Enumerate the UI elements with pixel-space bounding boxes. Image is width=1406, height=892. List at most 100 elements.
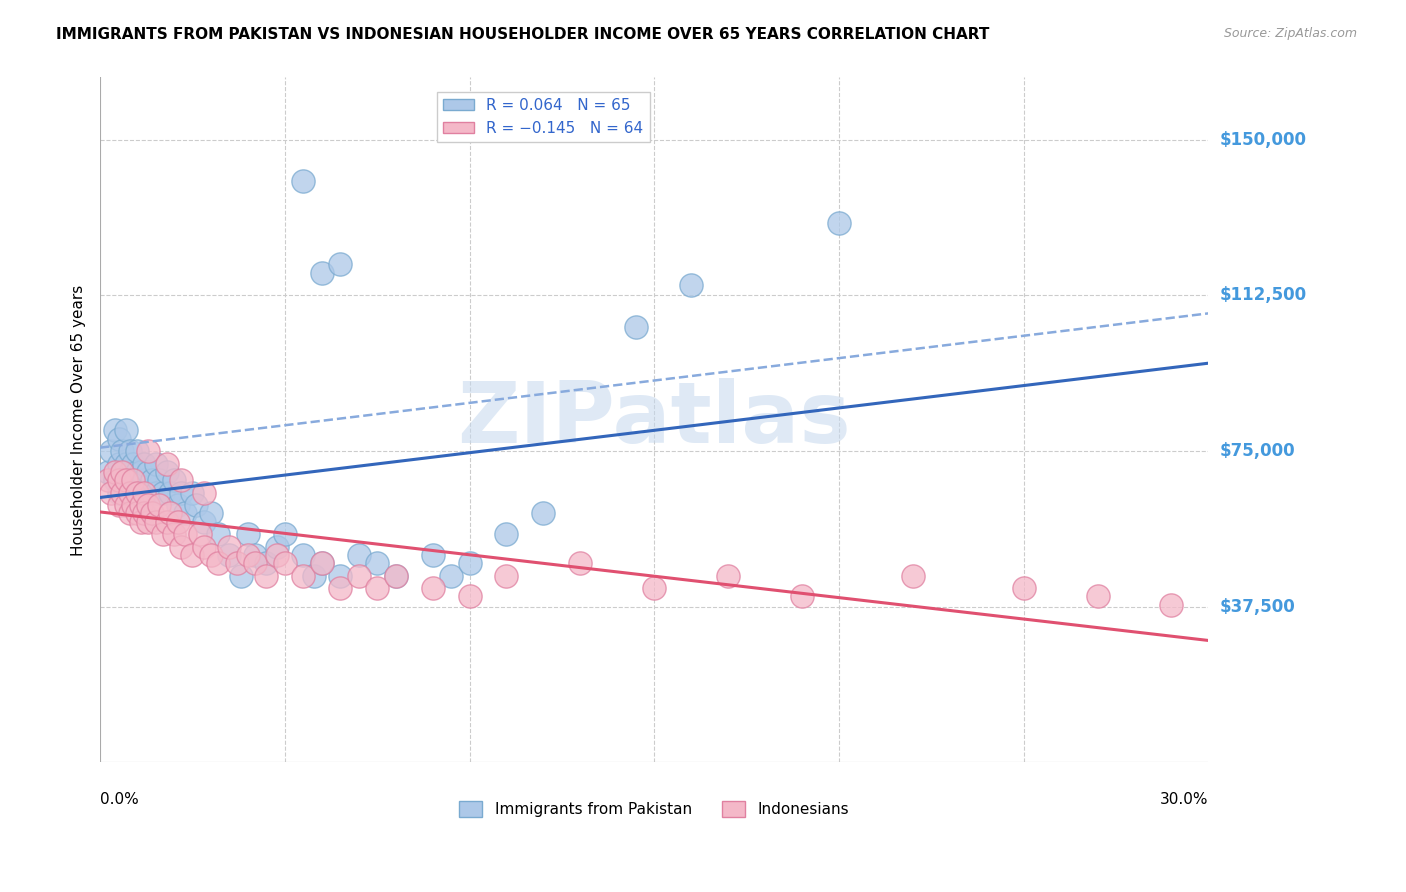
Point — [125, 444, 148, 458]
Point — [118, 506, 141, 520]
Point — [134, 506, 156, 520]
Point — [292, 548, 315, 562]
Point — [422, 548, 444, 562]
Point — [366, 581, 388, 595]
Text: 0.0%: 0.0% — [100, 791, 139, 806]
Point — [266, 548, 288, 562]
Point — [193, 540, 215, 554]
Point — [122, 498, 145, 512]
Point — [104, 465, 127, 479]
Point — [292, 174, 315, 188]
Point — [901, 568, 924, 582]
Point — [274, 556, 297, 570]
Point — [790, 590, 813, 604]
Point — [122, 457, 145, 471]
Point — [170, 540, 193, 554]
Point — [174, 527, 197, 541]
Point — [145, 457, 167, 471]
Point — [384, 568, 406, 582]
Point — [207, 556, 229, 570]
Point — [163, 473, 186, 487]
Point — [129, 485, 152, 500]
Point — [125, 465, 148, 479]
Point — [347, 568, 370, 582]
Point — [156, 465, 179, 479]
Point — [107, 473, 129, 487]
Point — [329, 257, 352, 271]
Point — [141, 506, 163, 520]
Point — [122, 473, 145, 487]
Point — [136, 515, 159, 529]
Point — [236, 527, 259, 541]
Point — [136, 485, 159, 500]
Point — [643, 581, 665, 595]
Point — [193, 485, 215, 500]
Text: IMMIGRANTS FROM PAKISTAN VS INDONESIAN HOUSEHOLDER INCOME OVER 65 YEARS CORRELAT: IMMIGRANTS FROM PAKISTAN VS INDONESIAN H… — [56, 27, 990, 42]
Point — [148, 473, 170, 487]
Point — [145, 515, 167, 529]
Point — [107, 432, 129, 446]
Point — [254, 568, 277, 582]
Y-axis label: Householder Income Over 65 years: Householder Income Over 65 years — [72, 285, 86, 556]
Point — [186, 498, 208, 512]
Point — [193, 515, 215, 529]
Point — [458, 590, 481, 604]
Point — [170, 473, 193, 487]
Point — [292, 568, 315, 582]
Point — [218, 540, 240, 554]
Point — [118, 465, 141, 479]
Point — [134, 473, 156, 487]
Text: $150,000: $150,000 — [1219, 131, 1306, 149]
Text: $112,500: $112,500 — [1219, 286, 1306, 304]
Point — [100, 485, 122, 500]
Point — [111, 485, 134, 500]
Point — [181, 548, 204, 562]
Point — [170, 485, 193, 500]
Point — [129, 515, 152, 529]
Point — [207, 527, 229, 541]
Point — [96, 473, 118, 487]
Point — [347, 548, 370, 562]
Point — [200, 506, 222, 520]
Point — [1160, 598, 1182, 612]
Point — [136, 465, 159, 479]
Point — [422, 581, 444, 595]
Point — [115, 485, 138, 500]
Point — [188, 527, 211, 541]
Point — [100, 444, 122, 458]
Point — [136, 498, 159, 512]
Point — [107, 498, 129, 512]
Point — [115, 473, 138, 487]
Point — [166, 498, 188, 512]
Point — [107, 457, 129, 471]
Point — [129, 465, 152, 479]
Point — [148, 498, 170, 512]
Point — [311, 556, 333, 570]
Point — [115, 423, 138, 437]
Point — [311, 556, 333, 570]
Point — [174, 506, 197, 520]
Point — [136, 444, 159, 458]
Point — [104, 423, 127, 437]
Point — [681, 278, 703, 293]
Text: $75,000: $75,000 — [1219, 442, 1295, 460]
Point — [458, 556, 481, 570]
Point — [236, 548, 259, 562]
Point — [159, 506, 181, 520]
Point — [122, 485, 145, 500]
Point — [125, 485, 148, 500]
Point — [125, 506, 148, 520]
Point — [152, 485, 174, 500]
Point — [311, 266, 333, 280]
Point — [181, 485, 204, 500]
Point — [200, 548, 222, 562]
Point — [440, 568, 463, 582]
Point — [118, 485, 141, 500]
Text: $37,500: $37,500 — [1219, 598, 1295, 615]
Point — [115, 498, 138, 512]
Point — [145, 485, 167, 500]
Point — [225, 556, 247, 570]
Point — [134, 485, 156, 500]
Point — [266, 540, 288, 554]
Point — [245, 556, 267, 570]
